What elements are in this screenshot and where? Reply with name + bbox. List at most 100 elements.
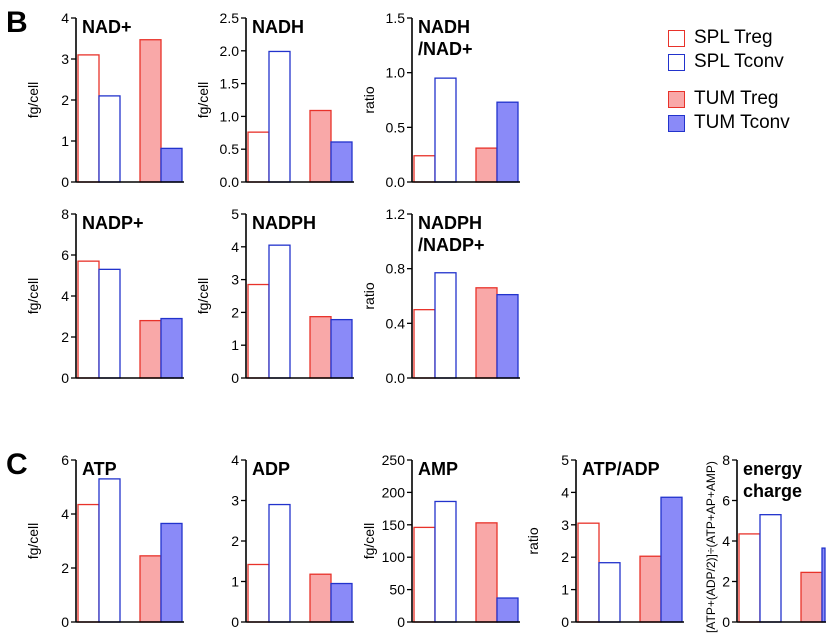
y-tick-label: 3 xyxy=(231,272,239,288)
chart-title: charge xyxy=(743,481,802,501)
y-axis-label: fg/cell xyxy=(25,82,41,119)
chart-panel-1: 0.0 0.5 1.0 1.5 2.0 2.5 NADH fg/cell xyxy=(195,10,354,190)
bar-tum-treg xyxy=(139,39,162,183)
legend-label-spl-treg: SPL Treg xyxy=(694,27,773,48)
y-tick-label: 4 xyxy=(61,506,69,522)
bar-spl-treg xyxy=(247,131,270,183)
y-tick-label: 250 xyxy=(382,452,406,468)
y-tick-label: 4 xyxy=(722,533,730,549)
bar-spl-tconv xyxy=(98,95,121,183)
bar-tum-tconv xyxy=(496,293,519,379)
legend-label-spl-tconv: SPL Tconv xyxy=(694,51,784,72)
bar-spl-treg xyxy=(413,155,436,183)
y-axis-label: fg/cell xyxy=(25,523,41,560)
y-tick-label: 6 xyxy=(722,493,730,509)
bar-spl-treg xyxy=(247,283,270,379)
y-tick-label: 5 xyxy=(561,452,569,468)
bar-tum-tconv xyxy=(496,101,519,183)
chart-title: NADP+ xyxy=(82,213,144,233)
y-tick-label: 2 xyxy=(61,92,69,108)
y-axis-label: fg/cell xyxy=(25,278,41,315)
chart-panel-0: 0 1 2 3 4 NAD+ fg/cell xyxy=(25,10,184,190)
y-axis-label: fg/cell xyxy=(195,278,211,315)
y-tick-label: 0 xyxy=(231,370,239,386)
y-tick-label: 2 xyxy=(61,560,69,576)
chart-title: energy xyxy=(743,459,802,479)
legend-swatch-spl-treg xyxy=(668,29,685,47)
y-axis-label: fg/cell xyxy=(361,523,377,560)
bar-tum-tconv xyxy=(160,147,183,183)
chart-title: NADH xyxy=(252,17,304,37)
y-tick-label: 8 xyxy=(722,452,730,468)
y-tick-label: 2 xyxy=(231,533,239,549)
chart-panel-5: 0.0 0.4 0.8 1.2 NADPH/NADP+ ratio xyxy=(361,206,520,386)
chart-panel-2: 0.0 0.5 1.0 1.5 NADH/NAD+ ratio xyxy=(361,10,520,190)
y-tick-label: 4 xyxy=(231,239,239,255)
y-tick-label: 2 xyxy=(231,304,239,320)
y-tick-label: 0.0 xyxy=(386,370,406,386)
y-axis-label: ratio xyxy=(361,282,377,309)
panel-label-b: B xyxy=(6,6,28,39)
legend-item-spl-tconv: SPL Tconv xyxy=(668,50,790,74)
y-tick-label: 1.5 xyxy=(220,76,240,92)
bar-tum-treg xyxy=(475,147,498,183)
bar-tum-tconv xyxy=(660,496,683,623)
bar-spl-treg xyxy=(413,309,436,379)
bar-tum-tconv xyxy=(821,547,826,623)
chart-panel-4: 0 1 2 3 4 5 NADPH fg/cell xyxy=(195,206,354,386)
bar-tum-treg xyxy=(139,555,162,623)
y-tick-label: 2 xyxy=(561,549,569,565)
y-tick-label: 1.0 xyxy=(386,65,406,81)
chart-title: AMP xyxy=(418,459,458,479)
y-tick-label: 1 xyxy=(231,574,239,590)
y-tick-label: 8 xyxy=(61,206,69,222)
y-tick-label: 0 xyxy=(61,614,69,630)
y-tick-label: 0.0 xyxy=(220,174,240,190)
y-tick-label: 4 xyxy=(61,10,69,26)
y-tick-label: 100 xyxy=(382,549,406,565)
y-tick-label: 6 xyxy=(61,247,69,263)
bar-spl-tconv xyxy=(598,562,621,623)
y-tick-label: 0 xyxy=(722,614,730,630)
y-tick-label: 50 xyxy=(389,582,405,598)
y-tick-label: 1 xyxy=(61,133,69,149)
y-tick-label: 4 xyxy=(561,484,569,500)
bar-tum-treg xyxy=(139,319,162,379)
bar-spl-treg xyxy=(413,526,436,623)
y-tick-label: 2 xyxy=(722,574,730,590)
chart-panel-9: 0 1 2 3 4 5 ATP/ADP ratio xyxy=(525,452,684,630)
chart-title: NADPH xyxy=(252,213,316,233)
chart-title: ATP/ADP xyxy=(582,459,660,479)
bar-spl-tconv xyxy=(98,268,121,379)
bar-tum-treg xyxy=(475,522,498,623)
bar-tum-tconv xyxy=(330,141,353,183)
bar-tum-treg xyxy=(475,287,498,379)
y-tick-label: 0.0 xyxy=(386,174,406,190)
y-tick-label: 0.8 xyxy=(386,261,406,277)
y-tick-label: 1.0 xyxy=(220,108,240,124)
y-tick-label: 2 xyxy=(61,329,69,345)
y-tick-label: 2.0 xyxy=(220,43,240,59)
chart-title: NADH xyxy=(418,17,470,37)
bar-tum-treg xyxy=(639,555,662,623)
chart-title: ADP xyxy=(252,459,290,479)
y-axis-label: ratio xyxy=(361,86,377,113)
y-tick-label: 0 xyxy=(231,614,239,630)
bar-spl-treg xyxy=(77,260,100,379)
bar-spl-tconv xyxy=(268,503,291,623)
bar-tum-tconv xyxy=(160,317,183,379)
y-tick-label: 1 xyxy=(231,337,239,353)
y-tick-label: 0 xyxy=(61,370,69,386)
bar-spl-tconv xyxy=(98,478,121,623)
y-tick-label: 0 xyxy=(561,614,569,630)
legend: SPL Treg SPL Tconv TUM Treg TUM Tconv xyxy=(668,26,790,135)
bar-spl-treg xyxy=(738,533,761,623)
y-tick-label: 3 xyxy=(561,517,569,533)
y-tick-label: 0.5 xyxy=(386,119,406,135)
bar-spl-treg xyxy=(77,503,100,623)
y-tick-label: 3 xyxy=(231,493,239,509)
y-tick-label: 4 xyxy=(231,452,239,468)
bar-tum-treg xyxy=(309,316,332,379)
